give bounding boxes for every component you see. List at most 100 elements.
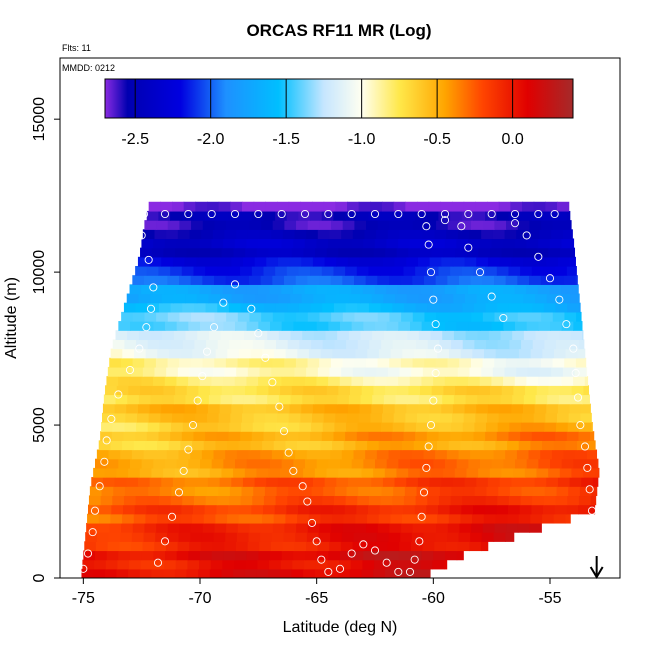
- heatmap-cell: [182, 302, 195, 313]
- heatmap-cell: [282, 229, 296, 240]
- heatmap-cell: [96, 449, 110, 460]
- heatmap-cell: [118, 376, 131, 386]
- heatmap-cell: [491, 284, 504, 295]
- heatmap-cell: [447, 311, 461, 322]
- heatmap-cell: [249, 311, 262, 322]
- heatmap-cell: [202, 311, 216, 322]
- heatmap-cell: [438, 266, 451, 276]
- heatmap-cell: [236, 532, 250, 542]
- heatmap-cell: [488, 394, 502, 405]
- heatmap-cell: [482, 522, 496, 533]
- heatmap-cell: [470, 275, 483, 285]
- heatmap-cell: [526, 284, 539, 295]
- heatmap-cell: [368, 302, 382, 313]
- heatmap-cell: [217, 422, 230, 432]
- heatmap-cell: [430, 293, 443, 304]
- heatmap-cell: [371, 256, 384, 267]
- heatmap-cell: [240, 495, 253, 506]
- heatmap-cell: [98, 440, 111, 451]
- heatmap-cell: [480, 321, 493, 331]
- heatmap-cell: [570, 394, 583, 405]
- heatmap-cell: [386, 376, 399, 386]
- heatmap-cell: [315, 247, 328, 258]
- heatmap-cell: [457, 541, 470, 552]
- heatmap-cell: [369, 422, 382, 432]
- heatmap-cell: [392, 302, 405, 313]
- heatmap-cell: [389, 220, 402, 230]
- heatmap-cell: [456, 550, 464, 561]
- heatmap-cell: [243, 394, 257, 405]
- heatmap-cell: [436, 522, 449, 533]
- heatmap-cell: [299, 339, 312, 350]
- heatmap-cell: [89, 486, 103, 497]
- heatmap-cell: [183, 486, 196, 497]
- heatmap-cell: [422, 229, 436, 240]
- heatmap-cell: [310, 431, 323, 441]
- heatmap-cell: [532, 495, 545, 506]
- heatmap-cell: [526, 238, 539, 249]
- heatmap-cell: [284, 311, 297, 322]
- heatmap-cell: [131, 532, 145, 542]
- heatmap-cell: [565, 440, 578, 451]
- heatmap-cell: [191, 522, 204, 533]
- heatmap-cell: [508, 504, 521, 515]
- heatmap-cell: [141, 376, 154, 386]
- heatmap-cell: [348, 293, 361, 304]
- heatmap-cell: [201, 449, 215, 460]
- flight-track-point: [359, 540, 368, 549]
- heatmap-cell: [180, 440, 193, 451]
- flight-track-point: [585, 485, 594, 494]
- flight-track-point: [268, 378, 277, 387]
- heatmap-cell: [144, 357, 157, 368]
- heatmap-cell: [164, 284, 177, 295]
- heatmap-cell: [394, 256, 407, 267]
- heatmap-cell: [500, 293, 513, 304]
- flight-track-point: [573, 393, 583, 402]
- heatmap-cell: [432, 284, 446, 295]
- heatmap-cell: [238, 513, 251, 524]
- flight-track-point: [370, 546, 380, 555]
- heatmap-cell: [555, 266, 568, 276]
- heatmap-cell: [342, 220, 355, 230]
- heatmap-cell: [364, 541, 377, 552]
- heatmap-cell: [496, 210, 509, 221]
- heatmap-cell: [440, 412, 453, 423]
- heatmap-cell: [352, 541, 365, 552]
- heatmap-cell: [324, 403, 337, 414]
- heatmap-cell: [575, 275, 578, 285]
- heatmap-cell: [462, 339, 475, 350]
- heatmap-cell: [368, 504, 381, 515]
- heatmap-cell: [390, 348, 403, 359]
- heatmap-cell: [258, 238, 271, 249]
- heatmap-cell: [94, 559, 107, 570]
- heatmap-cell: [580, 412, 592, 423]
- heatmap-cell: [416, 486, 429, 497]
- flight-track-point: [277, 209, 286, 219]
- flight-track-point: [422, 222, 431, 231]
- heatmap-cell: [520, 302, 533, 313]
- heatmap-cell: [306, 449, 320, 460]
- heatmap-cell: [132, 357, 145, 368]
- heatmap-cell: [439, 486, 453, 497]
- heatmap-cell: [149, 403, 162, 414]
- heatmap-cell: [84, 541, 97, 552]
- heatmap-cell: [315, 559, 328, 570]
- heatmap-cell: [576, 311, 582, 322]
- heatmap-cell: [338, 247, 351, 258]
- heatmap-cell: [222, 559, 235, 570]
- heatmap-cell: [138, 394, 152, 405]
- heatmap-cell: [434, 541, 447, 552]
- heatmap-cell: [551, 366, 564, 377]
- heatmap-cell: [575, 357, 587, 368]
- heatmap-cell: [542, 440, 555, 451]
- flight-track-point: [312, 537, 321, 546]
- heatmap-cell: [201, 366, 214, 377]
- heatmap-cell: [261, 522, 274, 533]
- heatmap-cell: [547, 330, 560, 341]
- heatmap-cell: [391, 431, 405, 441]
- heatmap-cell: [458, 532, 471, 542]
- heatmap-cell: [275, 302, 288, 313]
- heatmap-cell: [483, 513, 496, 524]
- heatmap-cell: [557, 477, 571, 487]
- flight-track-point: [146, 304, 156, 313]
